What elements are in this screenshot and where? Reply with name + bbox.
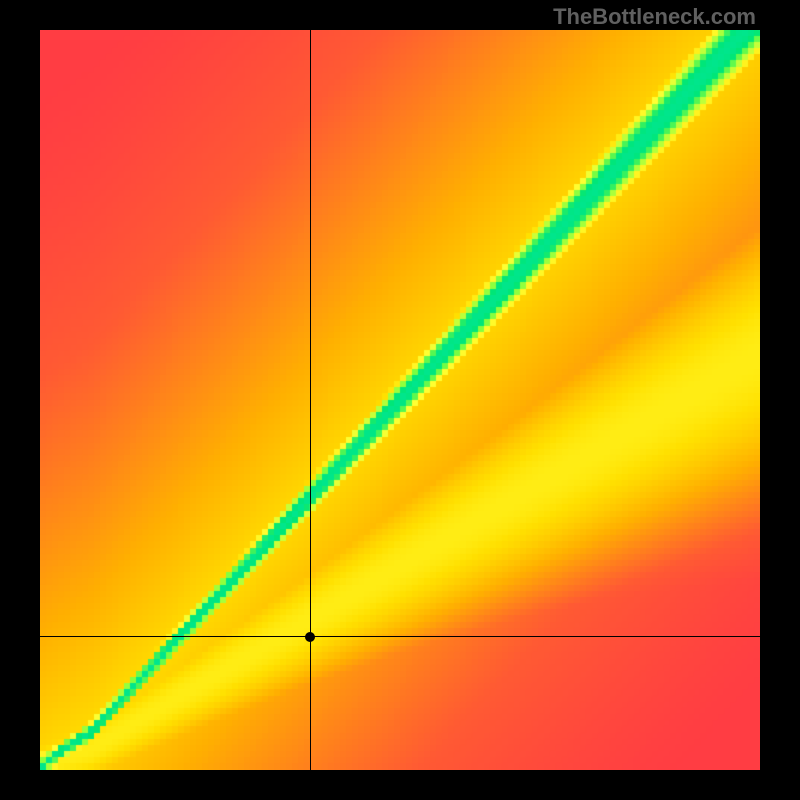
heatmap-plot bbox=[40, 30, 760, 770]
heatmap-canvas bbox=[40, 30, 760, 770]
crosshair-horizontal bbox=[40, 636, 760, 637]
crosshair-vertical bbox=[310, 30, 311, 770]
watermark-text: TheBottleneck.com bbox=[553, 4, 756, 30]
crosshair-marker bbox=[305, 632, 315, 642]
